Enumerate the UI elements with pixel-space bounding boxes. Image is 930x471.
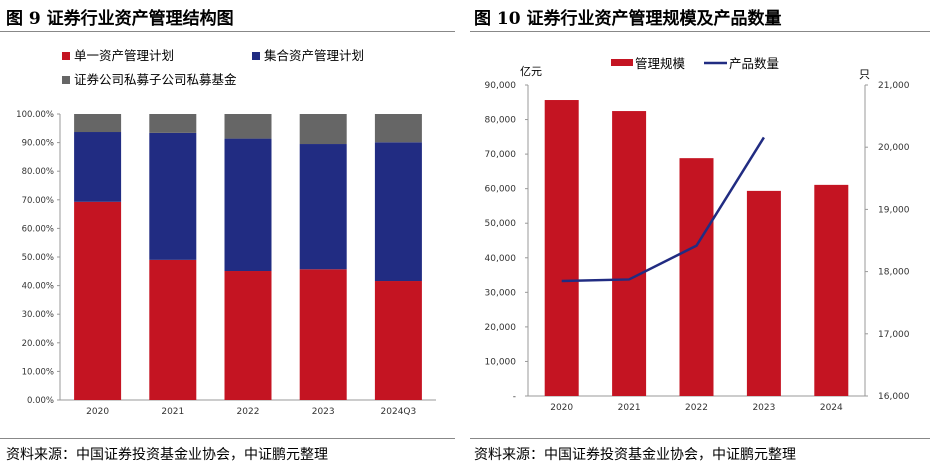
- right-chart-left-tick-label: 30,000: [485, 288, 517, 298]
- left-y-tick-label: 60.00%: [22, 224, 54, 234]
- left-chart-title: 图 9 证券行业资产管理结构图: [6, 9, 234, 29]
- left-y-tick-label: 10.00%: [22, 367, 54, 377]
- left-x-tick-label: 2024Q3: [381, 407, 417, 417]
- left-bar-segment: [149, 259, 197, 400]
- right-chart-title: 图 10 证券行业资产管理规模及产品数量: [474, 9, 782, 29]
- left-source-divider: [0, 438, 455, 439]
- left-bar-segment: [299, 144, 347, 270]
- left-legend-swatch: [252, 52, 260, 60]
- left-source-note: 资料来源：中国证券投资基金业协会，中证鹏元整理: [6, 447, 328, 463]
- left-x-tick-label: 2020: [86, 407, 109, 417]
- right-chart-left-tick-label: 20,000: [485, 323, 517, 333]
- right-chart-bar: [544, 100, 579, 396]
- left-y-tick-label: 80.00%: [22, 167, 54, 177]
- left-bar-segment: [374, 142, 422, 282]
- left-bar-segment: [74, 132, 122, 202]
- right-legend-bar-label: 管理规模: [635, 56, 686, 71]
- right-chart-left-tick-label: 90,000: [485, 81, 517, 91]
- right-title-divider: [470, 31, 930, 32]
- left-y-tick-label: 70.00%: [22, 196, 54, 206]
- left-title-divider: [0, 31, 455, 32]
- right-chart-left-tick-label: -: [513, 392, 516, 402]
- right-legend-line-label: 产品数量: [729, 56, 779, 71]
- left-bar-segment: [149, 132, 197, 260]
- right-chart-left-axis-unit: 亿元: [520, 65, 542, 78]
- right-source-divider: [470, 438, 930, 439]
- left-bar-segment: [374, 114, 422, 143]
- right-chart-right-tick-label: 19,000: [878, 205, 910, 215]
- right-chart-bar: [746, 190, 781, 396]
- right-chart-x-tick-label: 2020: [550, 403, 573, 413]
- right-chart-x-tick-label: 2022: [685, 403, 708, 413]
- left-x-tick-label: 2021: [161, 407, 184, 417]
- left-bar-segment: [299, 269, 347, 400]
- right-chart-right-axis-unit: 只: [859, 68, 870, 81]
- left-y-tick-label: 90.00%: [22, 139, 54, 149]
- right-chart-left-tick-label: 80,000: [485, 116, 517, 126]
- left-y-tick-label: 0.00%: [27, 396, 54, 406]
- right-chart-bar: [612, 111, 647, 397]
- right-chart-right-tick-label: 16,000: [878, 392, 910, 402]
- left-bar-segment: [224, 114, 272, 139]
- left-x-tick-label: 2022: [237, 407, 260, 417]
- right-chart-left-tick-label: 60,000: [485, 185, 517, 195]
- right-legend-bar-swatch: [611, 59, 633, 66]
- right-chart-right-tick-label: 21,000: [878, 81, 910, 91]
- right-chart-right-tick-label: 20,000: [878, 143, 910, 153]
- left-bar-segment: [299, 114, 347, 145]
- left-y-tick-label: 20.00%: [22, 339, 54, 349]
- right-chart-line-series: [561, 136, 765, 283]
- left-legend-label: 证券公司私募子公司私募基金: [74, 72, 237, 87]
- right-chart-bar: [679, 158, 714, 396]
- left-legend-label: 单一资产管理计划: [74, 48, 174, 63]
- right-chart-x-tick-label: 2023: [752, 403, 775, 413]
- left-x-tick-label: 2023: [312, 407, 335, 417]
- left-bar-segment: [224, 138, 272, 272]
- left-y-tick-label: 50.00%: [22, 253, 54, 263]
- right-chart-x-tick-label: 2024: [820, 403, 843, 413]
- left-bar-segment: [149, 114, 197, 133]
- left-legend-label: 集合资产管理计划: [264, 48, 364, 63]
- left-legend-swatch: [62, 76, 70, 84]
- left-y-tick-label: 40.00%: [22, 282, 54, 292]
- right-chart-left-tick-label: 10,000: [485, 357, 517, 367]
- right-chart-left-tick-label: 50,000: [485, 219, 517, 229]
- right-chart-right-tick-label: 18,000: [878, 268, 910, 278]
- left-bar-segment: [374, 281, 422, 400]
- right-chart-bar: [814, 184, 849, 396]
- right-chart-left-tick-label: 70,000: [485, 150, 517, 160]
- right-chart-right-tick-label: 17,000: [878, 330, 910, 340]
- left-bar-segment: [74, 201, 122, 400]
- left-bar-segment: [74, 114, 122, 133]
- right-source-note: 资料来源：中国证券投资基金业协会，中证鹏元整理: [474, 447, 796, 463]
- left-legend-swatch: [62, 52, 70, 60]
- left-y-tick-label: 100.00%: [16, 110, 54, 120]
- left-y-tick-label: 30.00%: [22, 310, 54, 320]
- right-chart-left-tick-label: 40,000: [485, 254, 517, 264]
- right-chart-x-tick-label: 2021: [618, 403, 641, 413]
- left-bar-segment: [224, 271, 272, 400]
